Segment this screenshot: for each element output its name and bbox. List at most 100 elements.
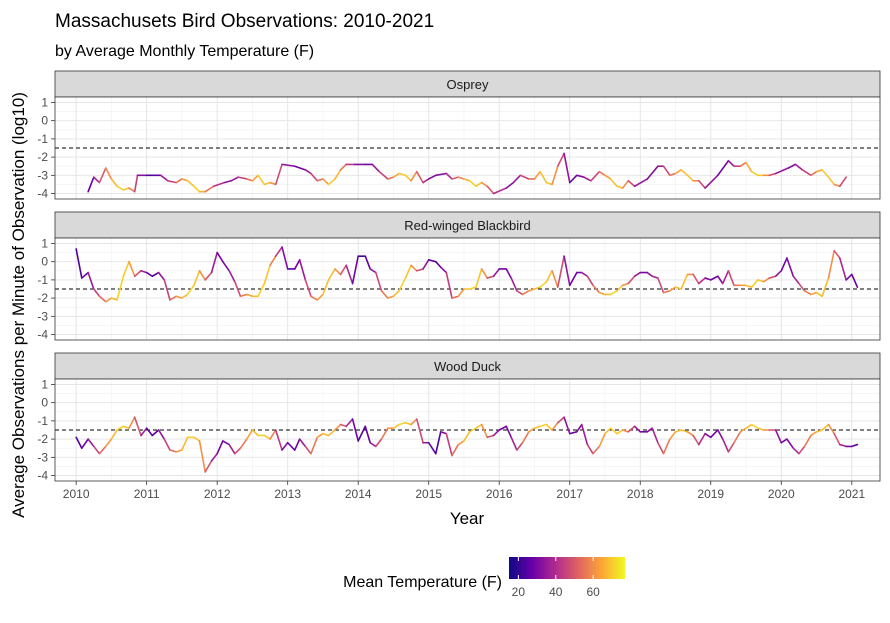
- chart-title: Massachusets Bird Observations: 2010-202…: [55, 11, 434, 32]
- facet-strip-label: Wood Duck: [434, 359, 501, 374]
- series-segment: [657, 277, 665, 294]
- series-segment: [181, 293, 189, 299]
- facet-strip: [54, 352, 881, 380]
- y-tick-label: -2: [37, 432, 48, 446]
- series-segment: [662, 290, 671, 294]
- y-tick-label: 1: [41, 236, 48, 250]
- series-segment: [316, 293, 324, 301]
- series-segment: [697, 432, 706, 446]
- series-segment: [583, 176, 592, 182]
- series-segment: [662, 165, 671, 177]
- series-segment: [457, 288, 465, 298]
- series-segment: [539, 170, 548, 184]
- series-segment: [293, 165, 307, 171]
- series-segment: [427, 174, 437, 180]
- x-tick-label: 2010: [63, 487, 90, 501]
- legend-ticks: 20 40 60: [512, 557, 600, 599]
- series-segment: [310, 172, 319, 182]
- series-segment: [475, 181, 483, 188]
- series-segment: [122, 187, 130, 191]
- series-segment: [334, 169, 342, 180]
- series-segment: [345, 264, 354, 285]
- series-segment: [274, 429, 283, 451]
- series-segment: [427, 259, 437, 263]
- panel-border: [54, 237, 881, 341]
- series-segment: [486, 275, 495, 279]
- series-segment: [204, 271, 213, 281]
- series-segment: [175, 178, 183, 184]
- series-segment: [794, 163, 804, 171]
- series-segment: [492, 187, 508, 195]
- series-segment: [545, 181, 553, 186]
- series-segment: [521, 431, 530, 444]
- series-segment: [434, 172, 448, 177]
- x-tick-label: 2014: [345, 487, 372, 501]
- series-segment: [463, 431, 471, 442]
- series-segment: [657, 441, 665, 455]
- series-segment: [692, 434, 700, 446]
- x-axis-title: Year: [450, 509, 485, 528]
- series-segment: [492, 268, 501, 278]
- series-segment: [510, 277, 518, 292]
- y-tick-label: 0: [41, 396, 48, 410]
- series-segment: [762, 277, 771, 283]
- series-segment: [757, 279, 765, 283]
- legend-title: Mean Temperature (F): [343, 574, 502, 591]
- series-segment: [627, 179, 636, 188]
- y-tick-label: -4: [37, 328, 48, 342]
- series-segment: [516, 290, 524, 296]
- series-segment: [686, 431, 694, 437]
- series-segment: [486, 434, 495, 439]
- series-segment: [293, 259, 301, 270]
- series-segment: [604, 174, 612, 180]
- series-segment: [104, 438, 113, 448]
- series-segment: [322, 279, 330, 296]
- series-segment: [387, 295, 395, 299]
- series-segment: [646, 427, 654, 433]
- series-segment: [375, 438, 383, 448]
- series-segment: [686, 174, 694, 182]
- series-segment: [98, 167, 107, 184]
- series-segment: [575, 174, 585, 178]
- series-segment: [80, 271, 89, 279]
- series-segment: [157, 271, 166, 281]
- series-segment: [580, 271, 589, 278]
- series-segment: [727, 159, 735, 168]
- series-segment: [163, 279, 171, 301]
- series-segment: [704, 277, 712, 281]
- series-segment: [590, 170, 601, 182]
- series-segment: [369, 441, 377, 448]
- series-segment: [104, 297, 113, 303]
- series-segment: [181, 436, 189, 451]
- series-segment: [787, 163, 797, 169]
- series-segment: [310, 436, 319, 455]
- series-segment: [580, 423, 589, 446]
- series-segment: [239, 293, 248, 298]
- series-segment: [833, 432, 841, 446]
- series-segment: [151, 271, 160, 278]
- y-tick-label: 0: [41, 114, 48, 128]
- series-segment: [669, 172, 677, 177]
- series-segment: [662, 438, 671, 455]
- series-segment: [717, 159, 730, 177]
- series-segment: [410, 418, 418, 426]
- series-segment: [563, 255, 571, 287]
- y-tick-label: -4: [37, 187, 48, 201]
- y-tick-label: 1: [41, 377, 48, 391]
- facet-strip: [54, 211, 881, 239]
- y-tick-label: 0: [41, 255, 48, 269]
- series-segment: [186, 179, 195, 188]
- series-segment: [339, 163, 348, 171]
- series-segment: [810, 291, 818, 296]
- series-segment: [563, 152, 571, 184]
- series-segment: [598, 432, 606, 448]
- series-segment: [704, 174, 719, 189]
- series-segment: [193, 436, 201, 442]
- series-segment: [727, 269, 735, 287]
- series-segment: [351, 255, 360, 285]
- series-segment: [210, 452, 218, 462]
- series-segment: [463, 178, 471, 182]
- series-segment: [128, 187, 136, 193]
- x-tick-label: 2017: [556, 487, 583, 501]
- x-tick-label: 2015: [415, 487, 442, 501]
